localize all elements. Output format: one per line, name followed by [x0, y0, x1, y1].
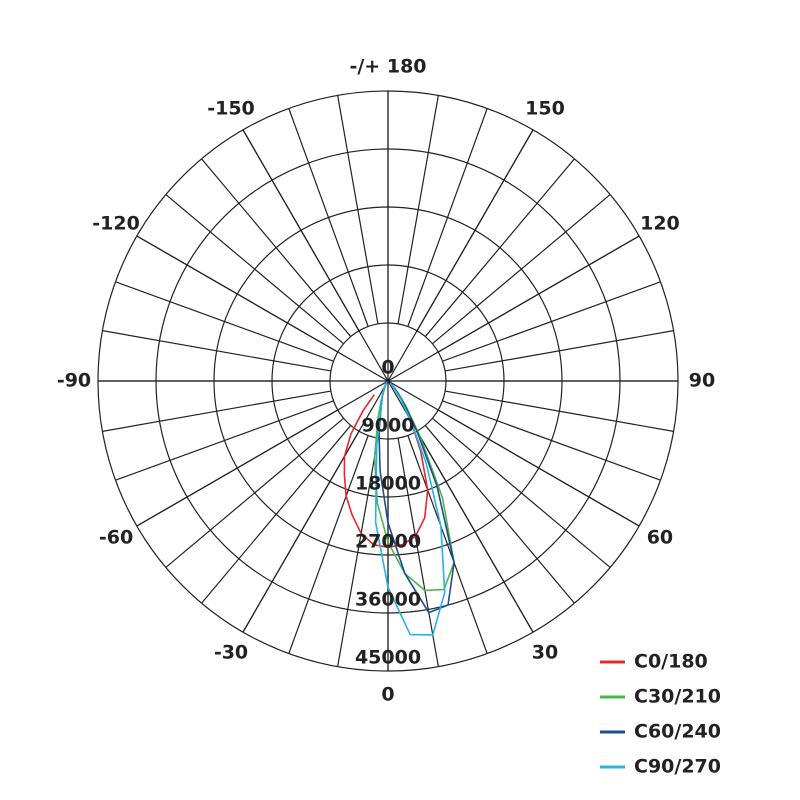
- angle-grid-line: [242, 129, 389, 382]
- angle-grid-line: [387, 380, 640, 527]
- angle-tick-label: -/+ 180: [349, 56, 426, 78]
- intensity-curve: [374, 381, 446, 636]
- angle-tick-label: -30: [214, 641, 248, 663]
- angle-grid-line: [387, 129, 534, 382]
- angle-tick-label: -150: [207, 98, 255, 120]
- legend-label: C60/240: [634, 721, 721, 743]
- angle-tick-label: 30: [532, 641, 558, 663]
- angle-tick-label: 60: [647, 527, 673, 549]
- angle-tick-label: 0: [381, 684, 394, 706]
- angle-tick-label: 90: [689, 370, 715, 392]
- radial-tick-label: 45000: [355, 647, 421, 669]
- radial-tick-label: 27000: [355, 531, 421, 553]
- angle-tick-label: 150: [525, 98, 565, 120]
- angle-grid-line: [136, 235, 389, 382]
- angle-tick-label: -90: [57, 370, 91, 392]
- angle-tick-label: 120: [640, 213, 680, 235]
- angle-grid-line: [136, 380, 389, 527]
- legend-label: C90/270: [634, 756, 721, 778]
- angle-grid-line: [242, 380, 389, 633]
- angle-grid-line: [387, 235, 640, 382]
- angle-tick-label: -120: [92, 213, 140, 235]
- angle-tick-label: -60: [99, 527, 133, 549]
- radial-tick-label: 18000: [355, 473, 421, 495]
- legend-label: C30/210: [634, 686, 721, 708]
- radial-tick-label: 9000: [362, 415, 415, 437]
- legend-label: C0/180: [634, 651, 708, 673]
- radial-tick-label: 36000: [355, 589, 421, 611]
- radial-tick-label: 0: [381, 357, 394, 379]
